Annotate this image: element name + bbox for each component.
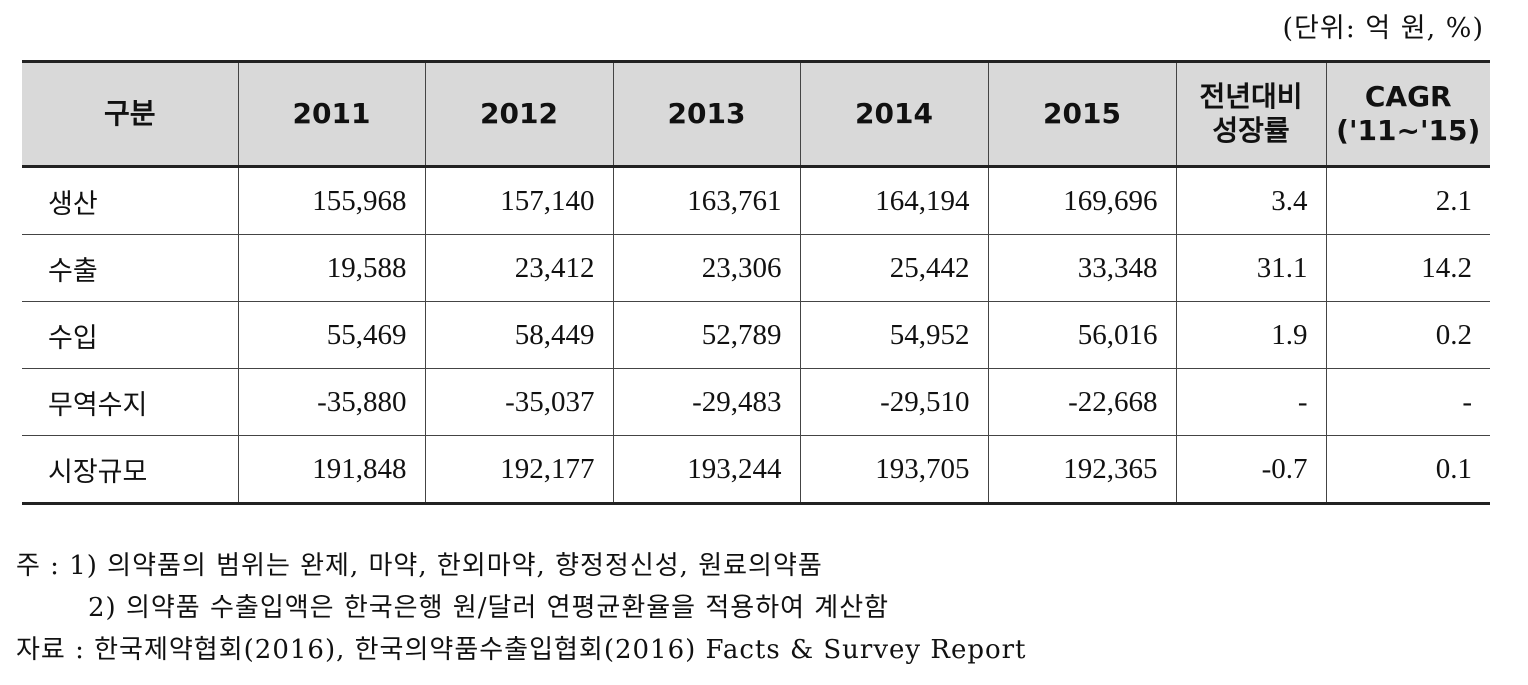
cell-2013: 163,761 [612, 166, 801, 235]
cell-cagr: 14.2 [1325, 234, 1490, 302]
cell-2012: 192,177 [424, 435, 614, 504]
cell-2014: 164,194 [799, 166, 989, 235]
cell-2011: 19,588 [237, 234, 426, 302]
row-label: 수출 [22, 234, 239, 302]
header-2014: 2014 [799, 61, 989, 168]
note-2: 2) 의약품 수출입액은 한국은행 원/달러 연평균환율을 적용하여 계산함 [88, 593, 890, 623]
header-2012: 2012 [424, 61, 614, 168]
table-row: 무역수지 -35,880 -35,037 -29,483 -29,510 -22… [22, 368, 1490, 436]
cell-2013: 23,306 [612, 234, 801, 302]
cell-2015: 33,348 [987, 234, 1177, 302]
header-2011: 2011 [237, 61, 426, 168]
table-row: 수입 55,469 58,449 52,789 54,952 56,016 1.… [22, 301, 1490, 369]
header-yoy-line2: 성장률 [1212, 114, 1290, 147]
header-cagr: CAGR ('11~'15) [1325, 61, 1490, 168]
cell-cagr: - [1325, 368, 1490, 436]
table-row: 시장규모 191,848 192,177 193,244 193,705 192… [22, 435, 1490, 504]
cell-cagr: 0.2 [1325, 301, 1490, 369]
table-row: 생산 155,968 157,140 163,761 164,194 169,6… [22, 166, 1490, 235]
unit-label: (단위: 억 원, %) [1282, 13, 1484, 44]
cell-2012: 157,140 [424, 166, 614, 235]
cell-cagr: 0.1 [1325, 435, 1490, 504]
header-cagr-line1: CAGR [1364, 80, 1452, 113]
cell-2015: 192,365 [987, 435, 1177, 504]
cell-2011: 155,968 [237, 166, 426, 235]
cell-2013: 193,244 [612, 435, 801, 504]
cell-yoy: 31.1 [1175, 234, 1327, 302]
header-2015: 2015 [987, 61, 1177, 168]
pharma-market-table: 구분 2011 2012 2013 2014 2015 전년대비 성장률 CAG… [22, 60, 1490, 505]
cell-2011: -35,880 [237, 368, 426, 436]
cell-2011: 191,848 [237, 435, 426, 504]
cell-2012: 23,412 [424, 234, 614, 302]
cell-2013: 52,789 [612, 301, 801, 369]
cell-yoy: 3.4 [1175, 166, 1327, 235]
cell-2011: 55,469 [237, 301, 426, 369]
cell-2013: -29,483 [612, 368, 801, 436]
row-label: 시장규모 [22, 435, 239, 504]
source-note: 자료 : 한국제약협회(2016), 한국의약품수출입협회(2016) Fact… [16, 635, 1027, 665]
header-yoy-line1: 전년대비 [1199, 80, 1303, 113]
cell-yoy: - [1175, 368, 1327, 436]
cell-2012: 58,449 [424, 301, 614, 369]
row-label: 생산 [22, 166, 239, 235]
cell-yoy: -0.7 [1175, 435, 1327, 504]
cell-2014: 193,705 [799, 435, 989, 504]
row-label: 무역수지 [22, 368, 239, 436]
header-row: 구분 2011 2012 2013 2014 2015 전년대비 성장률 CAG… [22, 61, 1490, 168]
cell-yoy: 1.9 [1175, 301, 1327, 369]
header-cagr-line2: ('11~'15) [1336, 114, 1481, 147]
header-yoy: 전년대비 성장률 [1175, 61, 1327, 168]
cell-2012: -35,037 [424, 368, 614, 436]
row-label: 수입 [22, 301, 239, 369]
cell-2015: 56,016 [987, 301, 1177, 369]
header-category: 구분 [22, 61, 239, 168]
cell-2015: 169,696 [987, 166, 1177, 235]
cell-cagr: 2.1 [1325, 166, 1490, 235]
cell-2014: 25,442 [799, 234, 989, 302]
note-1: 주 : 1) 의약품의 범위는 완제, 마약, 한외마약, 향정정신성, 원료의… [16, 551, 823, 581]
cell-2014: 54,952 [799, 301, 989, 369]
table-notes: 주 : 1) 의약품의 범위는 완제, 마약, 한외마약, 향정정신성, 원료의… [16, 545, 1027, 671]
cell-2014: -29,510 [799, 368, 989, 436]
cell-2015: -22,668 [987, 368, 1177, 436]
table-row: 수출 19,588 23,412 23,306 25,442 33,348 31… [22, 234, 1490, 302]
header-2013: 2013 [612, 61, 801, 168]
